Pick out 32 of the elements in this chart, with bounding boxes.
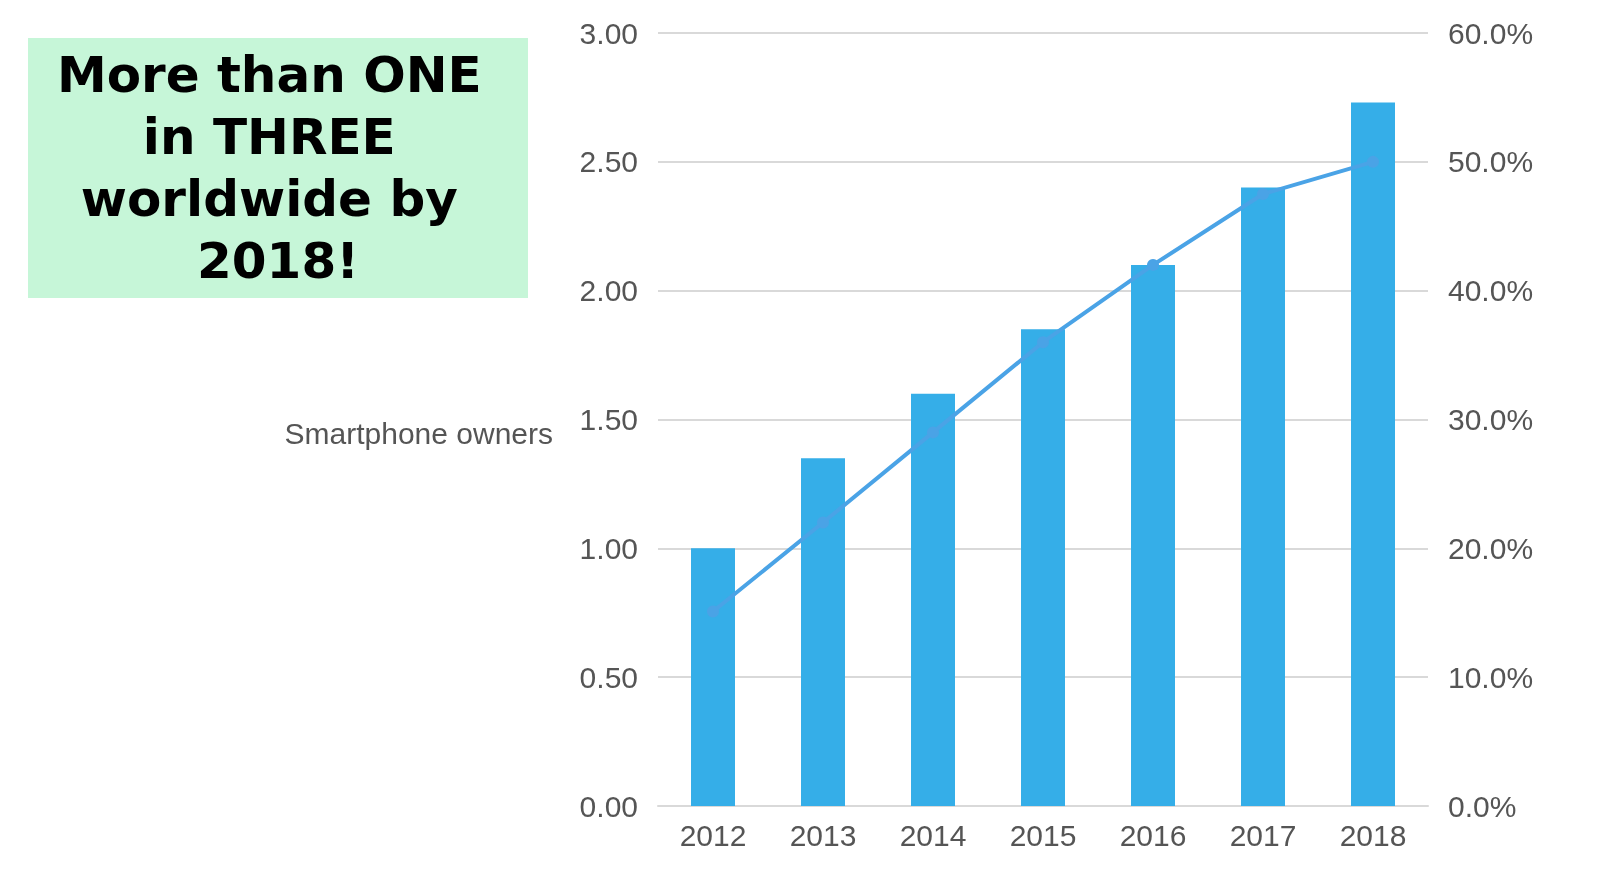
y-tick-label: 3.00 (579, 16, 638, 50)
y2-tick-label: 10.0% (1448, 660, 1534, 694)
y-tick-label: 2.00 (579, 274, 638, 308)
x-tick-label: 2012 (679, 818, 747, 852)
y2-tick-label: 30.0% (1448, 403, 1534, 436)
bar (1021, 329, 1065, 806)
y-axis-title: Smartphone owners (284, 416, 554, 450)
y-tick-label: 2.50 (579, 145, 638, 179)
bar (1351, 102, 1395, 806)
text: More than ONE in THREE worldwide by 2018! (56, 46, 500, 290)
x-tick-label: 2014 (899, 818, 967, 852)
y2-tick-label: 20.0% (1448, 531, 1534, 565)
y2-tick-label: 40.0% (1448, 274, 1534, 308)
x-tick-label: 2013 (789, 818, 857, 852)
y2-tick-label: 60.0% (1448, 16, 1534, 50)
point (1147, 258, 1159, 271)
y2-tick-label: 0.0% (1448, 789, 1517, 823)
y2-tick-label: 50.0% (1448, 145, 1534, 179)
x-tick-label: 2017 (1229, 818, 1297, 852)
y-tick-label: 1.50 (579, 403, 638, 436)
x-tick-label: 2016 (1119, 818, 1187, 852)
x-tick-label: 2018 (1339, 818, 1407, 852)
y-tick-label: 0.00 (579, 789, 638, 823)
bar (801, 458, 845, 806)
bar (691, 548, 735, 806)
point (1257, 188, 1269, 201)
y-tick-label: 1.00 (579, 531, 638, 565)
bar (1131, 264, 1175, 806)
x-tick-label: 2015 (1009, 818, 1077, 852)
bar (911, 393, 955, 806)
bar (1241, 187, 1285, 806)
y-tick-label: 0.50 (579, 660, 638, 694)
